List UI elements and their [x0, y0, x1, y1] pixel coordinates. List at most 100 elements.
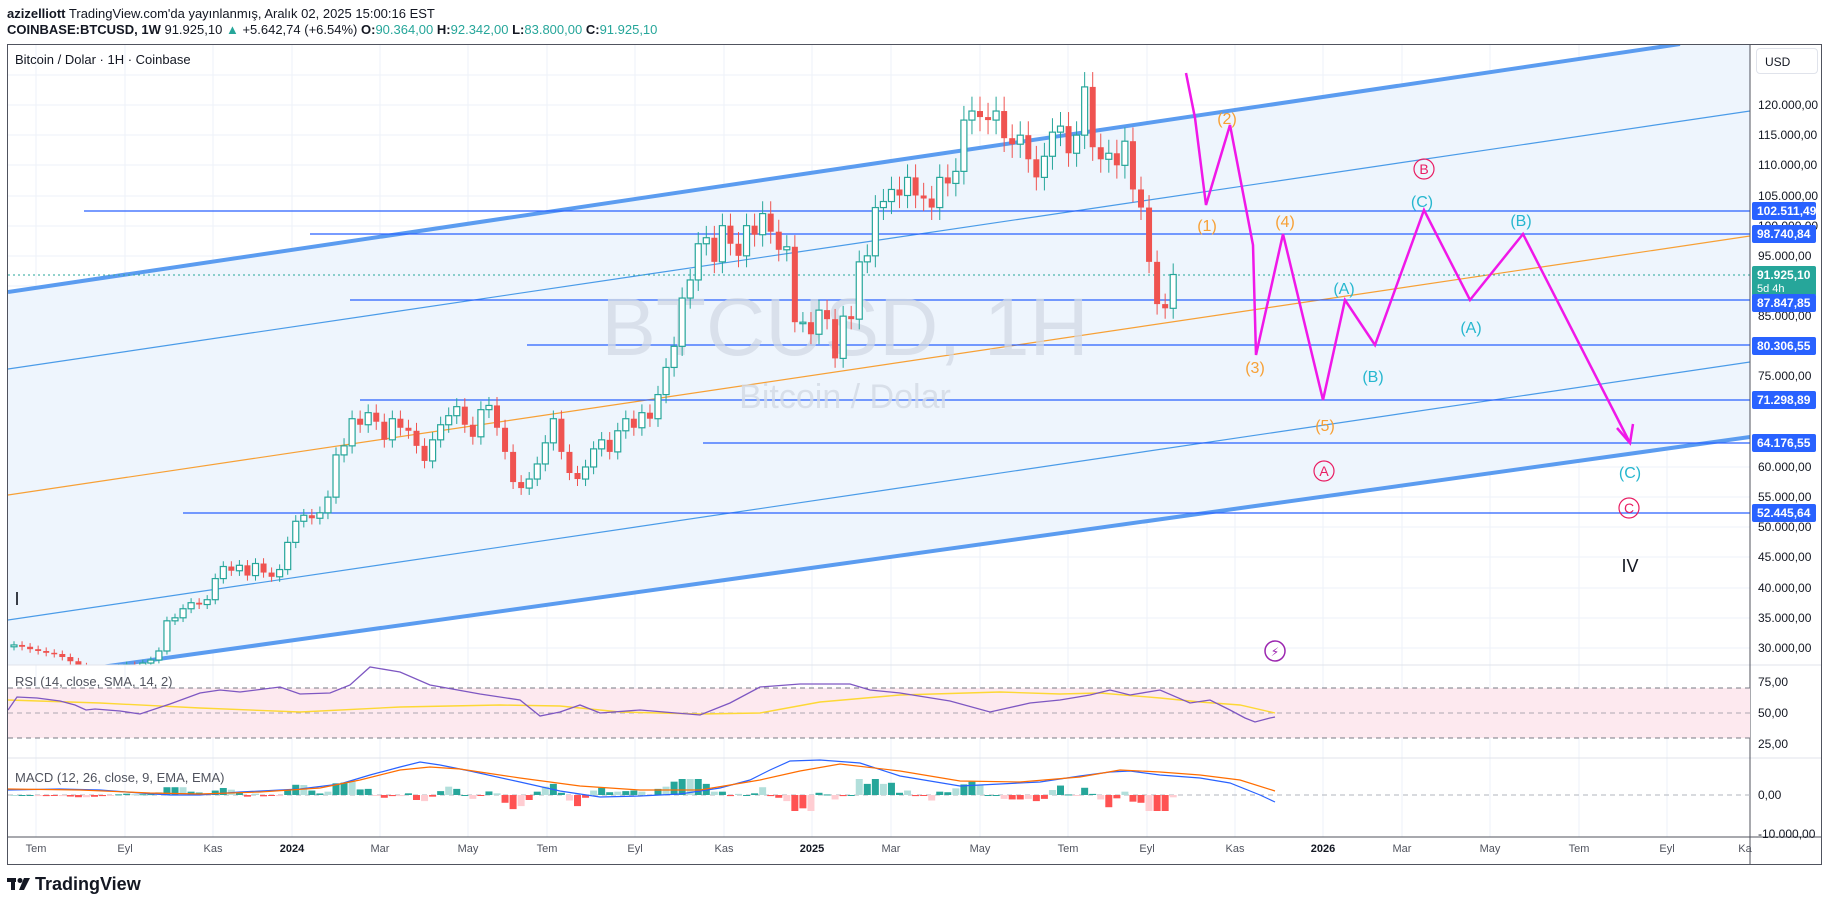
candlesticks[interactable] [10, 72, 1177, 675]
bar-countdown: 5d 4h [1757, 283, 1785, 295]
horizontal-levels[interactable] [84, 210, 1750, 514]
wave-label-4: (4) [1275, 214, 1295, 231]
time-label: Mar [1392, 843, 1412, 855]
time-label: Tem [1057, 843, 1079, 855]
wave-label-i: I [14, 589, 19, 609]
svg-text:30.000,00: 30.000,00 [1758, 641, 1812, 655]
currency-selector[interactable]: USD [1756, 48, 1818, 74]
symbol-info: COINBASE:BTCUSD, 1W 91.925,10 ▲ +5.642,7… [7, 22, 657, 37]
channel-inner-line[interactable] [8, 110, 1750, 370]
low-label: L: [512, 22, 525, 37]
tradingview-logo-icon [7, 877, 30, 890]
wave-label-1: (1) [1197, 218, 1217, 235]
last-price: 91.925,10 [164, 22, 223, 37]
channel-upper-line[interactable] [8, 44, 1681, 294]
level-tag: 52.445,64 [1752, 504, 1816, 522]
svg-text:75,00: 75,00 [1758, 675, 1788, 689]
time-label: Eyl [627, 843, 643, 855]
time-label: Tem [536, 843, 558, 855]
rsi-sma-line [7, 691, 1276, 715]
wave-label-iv: IV [1621, 556, 1638, 576]
time-label-year: 2025 [799, 843, 825, 855]
level-tag: 71.298,89 [1752, 391, 1816, 409]
wave-label-b2: (B) [1510, 213, 1531, 230]
time-label: Eyl [117, 843, 133, 855]
level-tag: 87.847,85 [1752, 294, 1816, 312]
time-label: May [969, 843, 991, 855]
svg-text:40.000,00: 40.000,00 [1758, 581, 1812, 595]
svg-text:60.000,00: 60.000,00 [1758, 460, 1812, 474]
svg-text:105.000,00: 105.000,00 [1758, 189, 1818, 203]
high-value: 92.342,00 [450, 22, 509, 37]
publish-info: azizelliott TradingView.com'da yayınlanm… [7, 6, 435, 21]
svg-text:0,00: 0,00 [1758, 788, 1782, 802]
level-tag: 102.511,49 [1752, 202, 1816, 220]
chart-title[interactable]: Bitcoin / Dolar · 1H · Coinbase [15, 52, 191, 67]
wave-label-a2: (A) [1460, 320, 1481, 337]
chart-frame [7, 44, 1822, 865]
time-label: May [1479, 843, 1501, 855]
channel-lower-line[interactable] [8, 435, 1750, 680]
arrow-head-icon [1616, 423, 1635, 446]
svg-text:110.000,00: 110.000,00 [1758, 158, 1817, 172]
svg-text:45.000,00: 45.000,00 [1758, 550, 1812, 564]
lightning-event-icon[interactable] [1264, 640, 1286, 662]
tradingview-logo[interactable]: TradingView [7, 874, 141, 895]
wave-label-5: (5) [1315, 418, 1335, 435]
circled-label-b: B [1419, 161, 1428, 177]
watermark-sub: Bitcoin / Dolar [739, 378, 951, 416]
wave-label-3: (3) [1245, 360, 1265, 377]
author-name[interactable]: azizelliott [7, 6, 66, 21]
time-label: Kas [1225, 843, 1245, 855]
time-label: Kas [714, 843, 734, 855]
svg-text:50.000,00: 50.000,00 [1758, 520, 1812, 534]
open-value: 90.364,00 [375, 22, 434, 37]
time-label: Tem [1568, 843, 1590, 855]
svg-text:75.000,00: 75.000,00 [1758, 369, 1812, 383]
time-label-year: 2024 [279, 843, 305, 855]
svg-text:-10.000,00: -10.000,00 [1758, 827, 1816, 841]
open-label: O: [360, 22, 376, 37]
svg-text:25,00: 25,00 [1758, 737, 1788, 751]
high-label: H: [436, 22, 451, 37]
current-price-tag: 91.925,10 5d 4h [1752, 266, 1816, 296]
brand-name: TradingView [35, 874, 141, 894]
rsi-title[interactable]: RSI (14, close, SMA, 14, 2) [15, 674, 173, 689]
price-axis[interactable]: 120.000,00 115.000,00 110.000,00 105.000… [1758, 98, 1818, 841]
svg-text:120.000,00: 120.000,00 [1758, 98, 1818, 112]
up-arrow-icon: ▲ [225, 22, 239, 37]
lightning-glyph: ⚡ [1271, 645, 1279, 659]
published-text: TradingView.com'da yayınlanmış, Aralık 0… [68, 6, 435, 21]
svg-text:35.000,00: 35.000,00 [1758, 611, 1812, 625]
close-label: C: [585, 22, 600, 37]
wave-label-c1: (C) [1411, 194, 1433, 211]
current-price-value: 91.925,10 [1757, 268, 1811, 282]
time-label: Ka [1738, 843, 1752, 855]
channel-inner-line[interactable] [8, 361, 1750, 621]
wave-label-a1: (A) [1333, 281, 1354, 298]
time-label: Mar [370, 843, 390, 855]
time-label: Kas [203, 843, 223, 855]
channel-fill [8, 45, 1750, 665]
svg-text:115.000,00: 115.000,00 [1758, 128, 1817, 142]
time-label: Tem [25, 843, 47, 855]
level-tag: 64.176,55 [1752, 434, 1816, 452]
time-label: Eyl [1139, 843, 1155, 855]
circled-label-a: A [1319, 463, 1329, 479]
symbol-label: COINBASE:BTCUSD, 1W [7, 22, 161, 37]
time-label: Eyl [1659, 843, 1675, 855]
price-change: +5.642,74 (+6.54%) [242, 22, 358, 37]
wave-label-c2: (C) [1619, 465, 1641, 482]
wave-projection-path[interactable] [1184, 72, 1632, 444]
level-tag: 80.306,55 [1752, 337, 1816, 355]
time-label: May [457, 843, 479, 855]
circled-label-b-icon [1413, 158, 1435, 180]
close-value: 91.925,10 [599, 22, 658, 37]
time-label: Mar [881, 843, 901, 855]
svg-text:50,00: 50,00 [1758, 706, 1788, 720]
macd-title[interactable]: MACD (12, 26, close, 9, EMA, EMA) [15, 770, 225, 785]
low-value: 83.800,00 [524, 22, 583, 37]
rsi-line [7, 666, 1276, 723]
level-tag: 98.740,84 [1752, 225, 1816, 243]
